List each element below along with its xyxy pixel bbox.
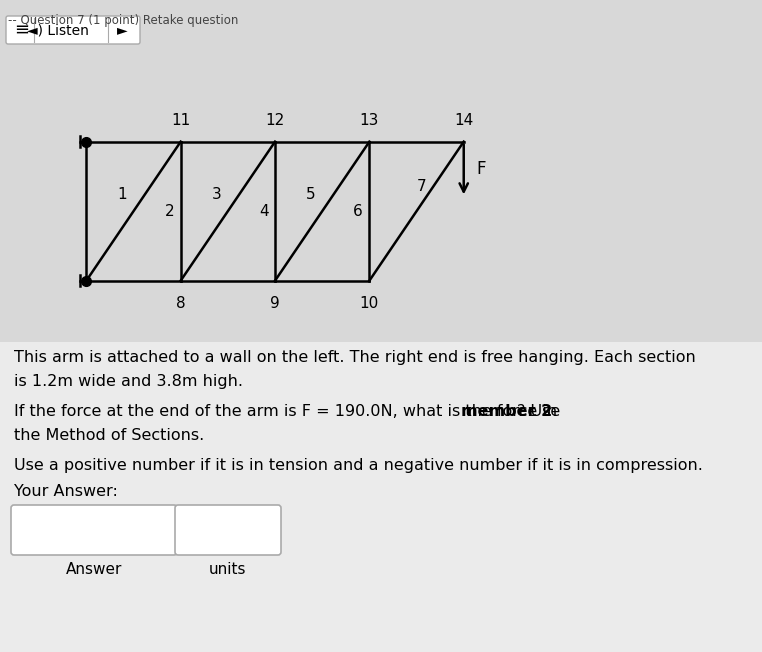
Text: ? Use: ? Use <box>517 404 561 419</box>
Text: 5: 5 <box>306 187 315 202</box>
Text: This arm is attached to a wall on the left. The right end is free hanging. Each : This arm is attached to a wall on the le… <box>14 350 696 365</box>
Text: Use a positive number if it is in tension and a negative number if it is in comp: Use a positive number if it is in tensio… <box>14 458 703 473</box>
Text: Answer: Answer <box>66 562 122 577</box>
Text: 4: 4 <box>259 203 268 218</box>
Text: 14: 14 <box>454 113 473 128</box>
Text: the Method of Sections.: the Method of Sections. <box>14 428 204 443</box>
Text: 12: 12 <box>265 113 285 128</box>
Text: ≡: ≡ <box>14 21 30 39</box>
Text: 13: 13 <box>360 113 379 128</box>
Text: 8: 8 <box>176 296 185 311</box>
FancyBboxPatch shape <box>175 505 281 555</box>
Text: F: F <box>476 160 485 179</box>
Text: ◄) Listen: ◄) Listen <box>27 23 89 37</box>
Text: 1: 1 <box>117 187 127 202</box>
FancyBboxPatch shape <box>11 505 177 555</box>
Text: ►: ► <box>117 23 127 37</box>
Text: units: units <box>210 562 247 577</box>
Text: 11: 11 <box>171 113 190 128</box>
Text: 9: 9 <box>271 296 280 311</box>
Text: Your Answer:: Your Answer: <box>14 484 118 499</box>
FancyBboxPatch shape <box>6 16 140 44</box>
Bar <box>0 342 762 652</box>
Text: -- Question 7 (1 point) Retake question: -- Question 7 (1 point) Retake question <box>8 14 239 27</box>
Text: is 1.2m wide and 3.8m high.: is 1.2m wide and 3.8m high. <box>14 374 243 389</box>
Text: member 2: member 2 <box>461 404 552 419</box>
Text: 3: 3 <box>212 187 222 202</box>
Text: 2: 2 <box>165 203 174 218</box>
Text: 10: 10 <box>360 296 379 311</box>
Text: If the force at the end of the arm is F = 190.0N, what is the force in: If the force at the end of the arm is F … <box>14 404 562 419</box>
Text: 6: 6 <box>354 203 363 218</box>
Text: 7: 7 <box>417 179 426 194</box>
